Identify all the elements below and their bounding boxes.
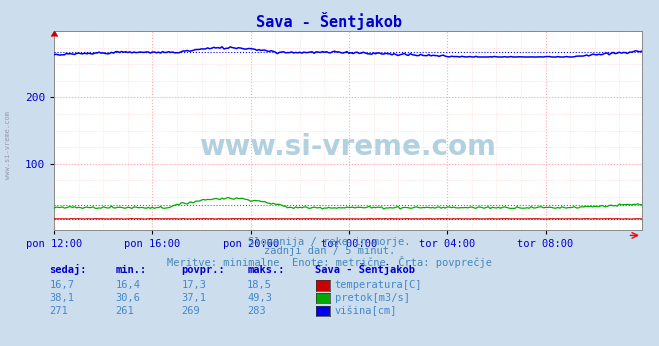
Text: Sava - Šentjakob: Sava - Šentjakob xyxy=(256,12,403,30)
Text: www.si-vreme.com: www.si-vreme.com xyxy=(200,133,496,161)
Text: višina[cm]: višina[cm] xyxy=(335,306,397,316)
Text: 49,3: 49,3 xyxy=(247,293,272,303)
Text: 283: 283 xyxy=(247,306,266,316)
Text: pretok[m3/s]: pretok[m3/s] xyxy=(335,293,410,303)
Text: Slovenija / reke in morje.: Slovenija / reke in morje. xyxy=(248,237,411,247)
Text: temperatura[C]: temperatura[C] xyxy=(335,280,422,290)
Text: maks.:: maks.: xyxy=(247,265,285,275)
Text: 271: 271 xyxy=(49,306,68,316)
Text: 261: 261 xyxy=(115,306,134,316)
Text: www.si-vreme.com: www.si-vreme.com xyxy=(5,111,11,179)
Text: povpr.:: povpr.: xyxy=(181,265,225,275)
Text: 16,4: 16,4 xyxy=(115,280,140,290)
Text: 37,1: 37,1 xyxy=(181,293,206,303)
Text: 18,5: 18,5 xyxy=(247,280,272,290)
Text: min.:: min.: xyxy=(115,265,146,275)
Text: 38,1: 38,1 xyxy=(49,293,74,303)
Text: Sava - Šentjakob: Sava - Šentjakob xyxy=(315,263,415,275)
Text: sedaj:: sedaj: xyxy=(49,264,87,275)
Text: zadnji dan / 5 minut.: zadnji dan / 5 minut. xyxy=(264,246,395,256)
Text: 16,7: 16,7 xyxy=(49,280,74,290)
Text: Meritve: minimalne  Enote: metrične  Črta: povprečje: Meritve: minimalne Enote: metrične Črta:… xyxy=(167,256,492,268)
Text: 269: 269 xyxy=(181,306,200,316)
Text: 30,6: 30,6 xyxy=(115,293,140,303)
Text: 17,3: 17,3 xyxy=(181,280,206,290)
